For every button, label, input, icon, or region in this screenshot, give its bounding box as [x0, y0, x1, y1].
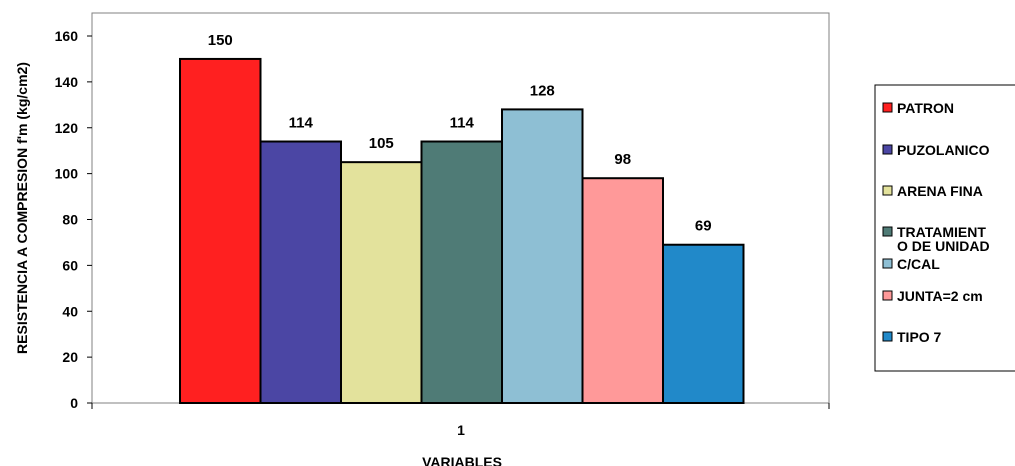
data-label: 150	[208, 32, 233, 49]
legend-label: TRATAMIENT	[897, 224, 986, 240]
bar-tratamiento-de-unidad	[420, 140, 503, 404]
y-tick-label: 80	[62, 212, 78, 228]
y-axis: 0 20 40 60 80 100 120 140 160	[55, 28, 92, 411]
y-tick-label: 140	[55, 74, 79, 90]
y-tick-label: 40	[62, 303, 78, 319]
y-tick-label: 60	[62, 257, 78, 273]
y-tick-label: 0	[70, 395, 78, 411]
legend-swatch	[882, 331, 893, 342]
x-axis-title: VARIABLES	[422, 454, 502, 466]
legend-label: JUNTA=2 cm	[897, 288, 983, 304]
y-tick-label: 120	[55, 120, 79, 136]
bar-c-cal	[501, 108, 584, 405]
legend-label: O DE UNIDAD	[897, 238, 990, 254]
data-labels: 150 114 105 114 128 98 69	[208, 32, 712, 235]
legend-label: TIPO 7	[897, 329, 942, 345]
data-label: 128	[530, 82, 555, 99]
legend-box	[874, 84, 1015, 372]
legend-swatch	[882, 185, 893, 196]
legend-label: C/CAL	[897, 256, 940, 272]
legend-swatch	[882, 258, 893, 269]
data-label: 105	[369, 135, 394, 152]
legend-swatch	[882, 102, 893, 113]
y-axis-title: RESISTENCIA A COMPRESION f'm (kg/cm2)	[14, 62, 30, 354]
legend-label: PUZOLANICO	[897, 142, 990, 158]
data-label: 98	[614, 151, 631, 168]
legend-swatch	[882, 290, 893, 301]
legend-swatch	[882, 226, 893, 237]
data-label: 114	[289, 115, 314, 132]
legend-swatch	[882, 144, 893, 155]
bar-tipo-7	[662, 243, 745, 404]
data-label: 114	[450, 115, 475, 132]
y-tick-label: 160	[55, 28, 79, 44]
legend-label: ARENA FINA	[897, 183, 983, 199]
bar-puzolanico	[259, 140, 342, 404]
bar-patron	[179, 57, 262, 404]
y-tick-label: 20	[62, 349, 78, 365]
legend-label: PATRON	[897, 100, 954, 116]
bar-junta-2-cm	[581, 177, 664, 404]
data-label: 69	[695, 218, 712, 235]
x-axis: 1	[91, 403, 830, 438]
y-tick-label: 100	[55, 166, 79, 182]
bars	[179, 57, 745, 405]
bar-arena-fina	[340, 161, 423, 404]
x-tick-label: 1	[457, 422, 465, 438]
